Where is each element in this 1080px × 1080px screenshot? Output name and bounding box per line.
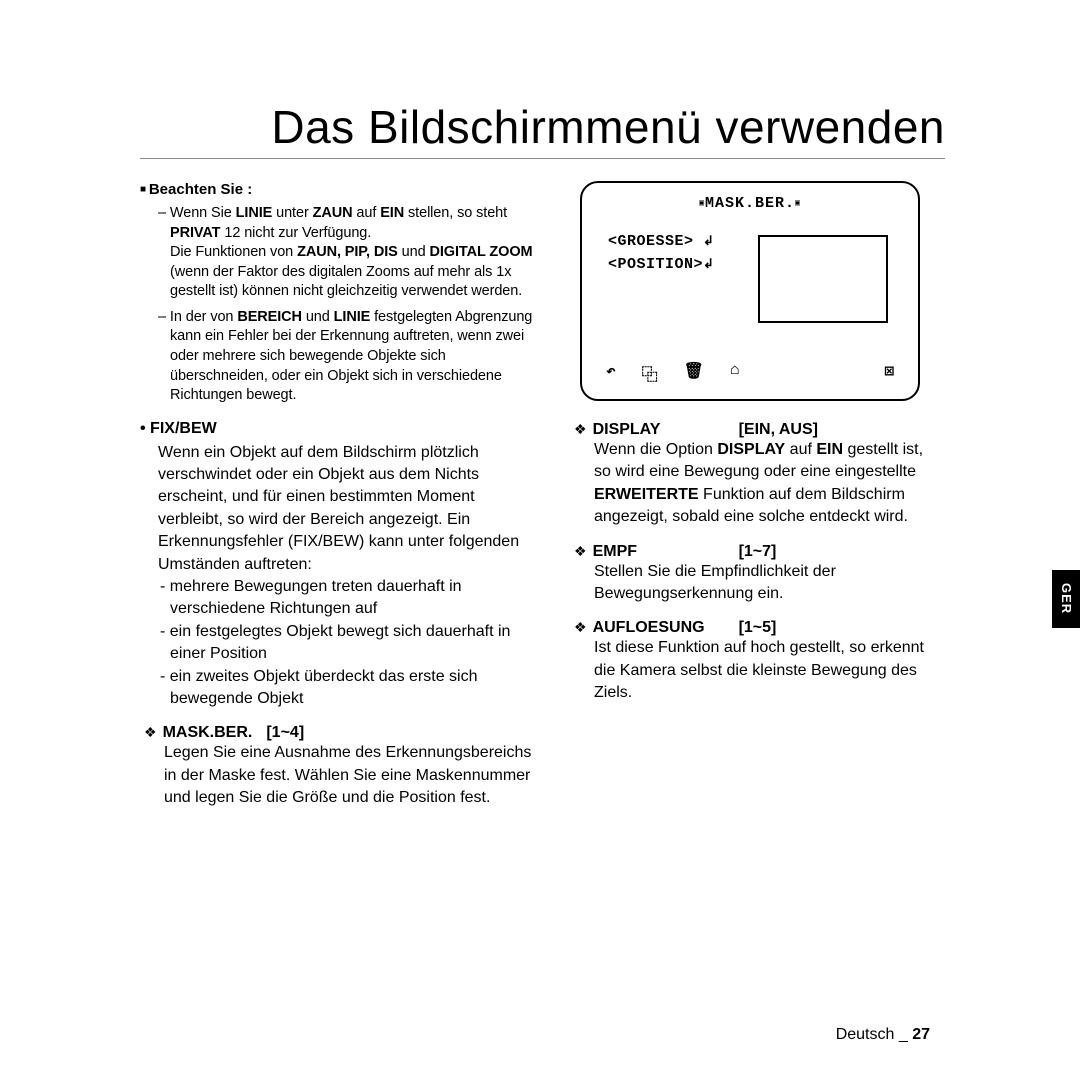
diamond-icon: ❖ xyxy=(574,421,587,438)
home-icon: ⌂ xyxy=(730,361,740,385)
empf-heading: ❖ EMPF [1~7] xyxy=(570,543,940,561)
note-item-1: Wenn Sie LINIE unter ZAUN auf EIN stelle… xyxy=(140,204,540,302)
osd-box: ▣MASK.BER.▣ <GROESSE> ↲ <POSITION>↲ ↶ ⿻ … xyxy=(580,181,920,401)
copy-icon: ⿻ xyxy=(642,361,658,385)
fixbew-body: Wenn ein Objekt auf dem Bildschirm plötz… xyxy=(140,442,540,576)
osd-menu-lines: <GROESSE> ↲ <POSITION>↲ xyxy=(608,231,714,276)
display-heading: ❖ DISPLAY [EIN, AUS] xyxy=(570,421,940,439)
page-title: Das Bildschirmmenü verwenden xyxy=(140,100,945,159)
back-icon: ↶ xyxy=(606,361,616,385)
fixbew-sub1: - mehrere Bewegungen treten dauerhaft in… xyxy=(140,576,540,621)
close-icon: ⊠ xyxy=(884,361,894,385)
diamond-icon: ❖ xyxy=(574,619,587,636)
left-column: Beachten Sie : Wenn Sie LINIE unter ZAUN… xyxy=(140,181,540,809)
fixbew-sub3: - ein zweites Objekt überdeckt das erste… xyxy=(140,666,540,711)
osd-preview-rect xyxy=(758,235,888,323)
fixbew-sub2: - ein festgelegtes Objekt bewegt sich da… xyxy=(140,621,540,666)
language-tab: GER xyxy=(1052,570,1080,628)
display-body: Wenn die Option DISPLAY auf EIN gestellt… xyxy=(570,439,940,529)
enter-icon: ↲ xyxy=(703,233,714,248)
diamond-icon: ❖ xyxy=(144,724,157,741)
empf-body: Stellen Sie die Empfindlichkeit der Bewe… xyxy=(570,561,940,606)
osd-icon-bar: ↶ ⿻ 🗑 ⌂ ⊠ xyxy=(606,361,894,385)
aufl-body: Ist diese Funktion auf hoch gestellt, so… xyxy=(570,637,940,704)
note-heading: Beachten Sie : xyxy=(140,181,540,198)
osd-title: ▣MASK.BER.▣ xyxy=(582,195,918,212)
maskber-heading: ❖ MASK.BER. [1~4] xyxy=(140,724,540,742)
aufl-heading: ❖ AUFLOESUNG [1~5] xyxy=(570,619,940,637)
fixbew-heading: FIX/BEW xyxy=(140,420,540,438)
trash-icon: 🗑 xyxy=(684,361,704,385)
right-column: ▣MASK.BER.▣ <GROESSE> ↲ <POSITION>↲ ↶ ⿻ … xyxy=(570,181,940,809)
enter-icon: ↲ xyxy=(703,256,714,271)
diamond-icon: ❖ xyxy=(574,543,587,560)
page-footer: Deutsch _ 27 xyxy=(836,1026,930,1044)
note-item-2: In der von BEREICH und LINIE festgelegte… xyxy=(140,308,540,406)
maskber-body: Legen Sie eine Ausnahme des Erkennungsbe… xyxy=(140,742,540,809)
